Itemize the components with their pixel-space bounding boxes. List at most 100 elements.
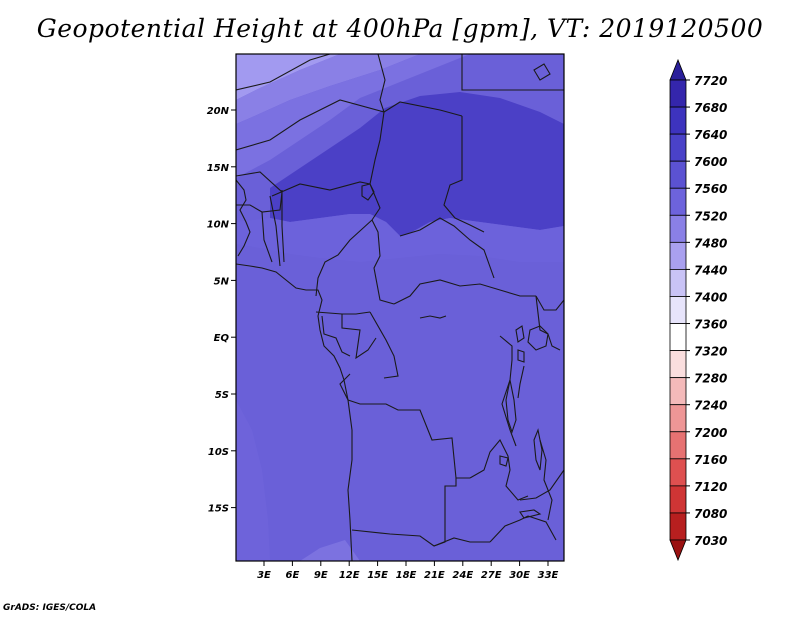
field-band-mid: [236, 54, 470, 178]
lat-tick-label: 20N: [207, 106, 230, 117]
colorbar-label: 7360: [694, 318, 727, 332]
lat-tick-label: 15S: [208, 504, 229, 515]
border-algeria-libya: [236, 54, 331, 91]
colorbar-top-arrow: [669, 58, 687, 81]
border-zimbabwe-moz: [527, 515, 557, 541]
nile-segment: [517, 365, 525, 399]
colorbar-swatch: [669, 79, 687, 108]
border-car-sudan: [399, 217, 495, 279]
lon-tick-label: 21E: [424, 570, 445, 581]
lon-tick-label: 12E: [339, 570, 360, 581]
lon-tick-label: 9E: [314, 570, 328, 581]
border-niger-nigeria: [271, 181, 371, 197]
colorbar-label: 7400: [694, 290, 727, 304]
border-nigeria-cameroon: [315, 219, 373, 297]
field-band-light: [236, 54, 420, 124]
border-car-drc: [393, 279, 536, 305]
colorbar-label: 7720: [694, 74, 727, 88]
lat-tick-label: 10N: [207, 220, 230, 231]
colorbar-label: 7280: [694, 372, 727, 386]
field-band-lightest: [236, 54, 340, 100]
lake-mweru: [499, 455, 509, 467]
colorbar-swatch: [669, 214, 687, 243]
field-band-high: [270, 92, 564, 236]
colorbar-label: 7480: [694, 236, 727, 250]
grads-credit: GrADS: IGES/COLA: [3, 603, 97, 613]
border-cameroon-congo: [315, 311, 371, 315]
lat-tick-label: 5N: [214, 276, 230, 287]
border-burkina: [236, 171, 283, 213]
lon-tick-label: 27E: [481, 570, 502, 581]
lon-tick-label: 24E: [452, 570, 473, 581]
border-mali-niger: [236, 99, 385, 151]
border-chad-car: [371, 219, 395, 305]
colorbar-bottom-arrow: [669, 539, 687, 562]
lake-malawi: [533, 428, 543, 471]
lon-tick-label: 15E: [367, 570, 388, 581]
map-frame: [235, 53, 565, 562]
colorbar-label: 7560: [694, 182, 727, 196]
border-gabon: [321, 315, 351, 357]
border-congo-cabinda: [339, 373, 351, 401]
colorbar-label: 7120: [694, 480, 727, 494]
field-band-lower: [236, 214, 564, 262]
lake-kivu: [517, 349, 525, 363]
colorbar-swatch: [669, 404, 687, 433]
border-niger-chad: [369, 111, 385, 221]
lon-axis: 3E 6E 9E 12E 15E 18E 21E 24E 27E 30E 33E: [257, 561, 559, 581]
border-gabon-congo: [341, 314, 377, 360]
colorbar-label: 7520: [694, 209, 727, 223]
border-angola-namibia: [351, 529, 490, 547]
lat-tick-label: 10S: [208, 447, 229, 458]
colorbar-label: 7160: [694, 453, 727, 467]
lake-tanganyika: [505, 379, 517, 434]
colorbar-label: 7030: [694, 534, 727, 548]
lat-tick-label: EQ: [214, 333, 230, 344]
lat-axis: 20N 15N 10N 5N EQ 5S 10S 15S: [207, 106, 236, 515]
border-uganda-kenya: [535, 295, 564, 311]
colorbar-label: 7240: [694, 399, 727, 413]
colorbar-swatch: [669, 458, 687, 487]
lon-tick-label: 3E: [257, 570, 271, 581]
border-benin-nigeria: [281, 190, 285, 263]
border-chad-sudan-e: [443, 116, 485, 233]
lat-tick-label: 5S: [215, 390, 229, 401]
border-ghana-togo: [261, 211, 273, 263]
colorbar-swatch: [669, 133, 687, 162]
border-congo-drc: [369, 311, 399, 379]
colorbar-swatch: [669, 323, 687, 351]
colorbar-swatch: [669, 241, 687, 270]
chart-title: Geopotential Height at 400hPa [gpm], VT:…: [36, 14, 764, 43]
border-egypt-sudan: [461, 54, 564, 91]
colorbar-swatch: [669, 512, 687, 541]
colorbar-swatch: [669, 187, 687, 216]
lake-chad: [361, 183, 375, 201]
colorbar-swatch: [669, 269, 687, 297]
border-togo-benin: [269, 195, 281, 267]
colorbar-label: 7200: [694, 426, 727, 440]
lake-albert: [515, 325, 525, 343]
colorbar-label: 7600: [694, 155, 727, 169]
border-tanzania-mozambique: [519, 469, 564, 501]
lake-kariba: [519, 509, 542, 519]
lon-tick-label: 30E: [509, 570, 530, 581]
coast-senegal: [236, 179, 251, 257]
height-field: [236, 54, 564, 561]
colorbar-label: 7440: [694, 263, 727, 277]
lon-tick-label: 6E: [286, 570, 300, 581]
colorbar-swatch: [669, 350, 687, 379]
lake-nasser: [533, 63, 551, 81]
colorbar-swatch: [669, 377, 687, 406]
lon-tick-label: 18E: [396, 570, 417, 581]
colorbar-swatch: [669, 160, 687, 189]
colorbar-label: 7680: [694, 101, 727, 115]
colorbar-label: 7320: [694, 345, 727, 359]
border-malawi: [539, 439, 553, 521]
field-band-south-light: [300, 540, 360, 561]
colorbar: 7720 7680 7640 7600 7560 7520 7480 7440 7400 7360…: [669, 58, 727, 562]
colorbar-label: 7080: [694, 507, 727, 521]
border-drc-angola: [347, 399, 470, 479]
colorbar-swatch: [669, 485, 687, 514]
congo-river-lakes: [419, 315, 447, 319]
